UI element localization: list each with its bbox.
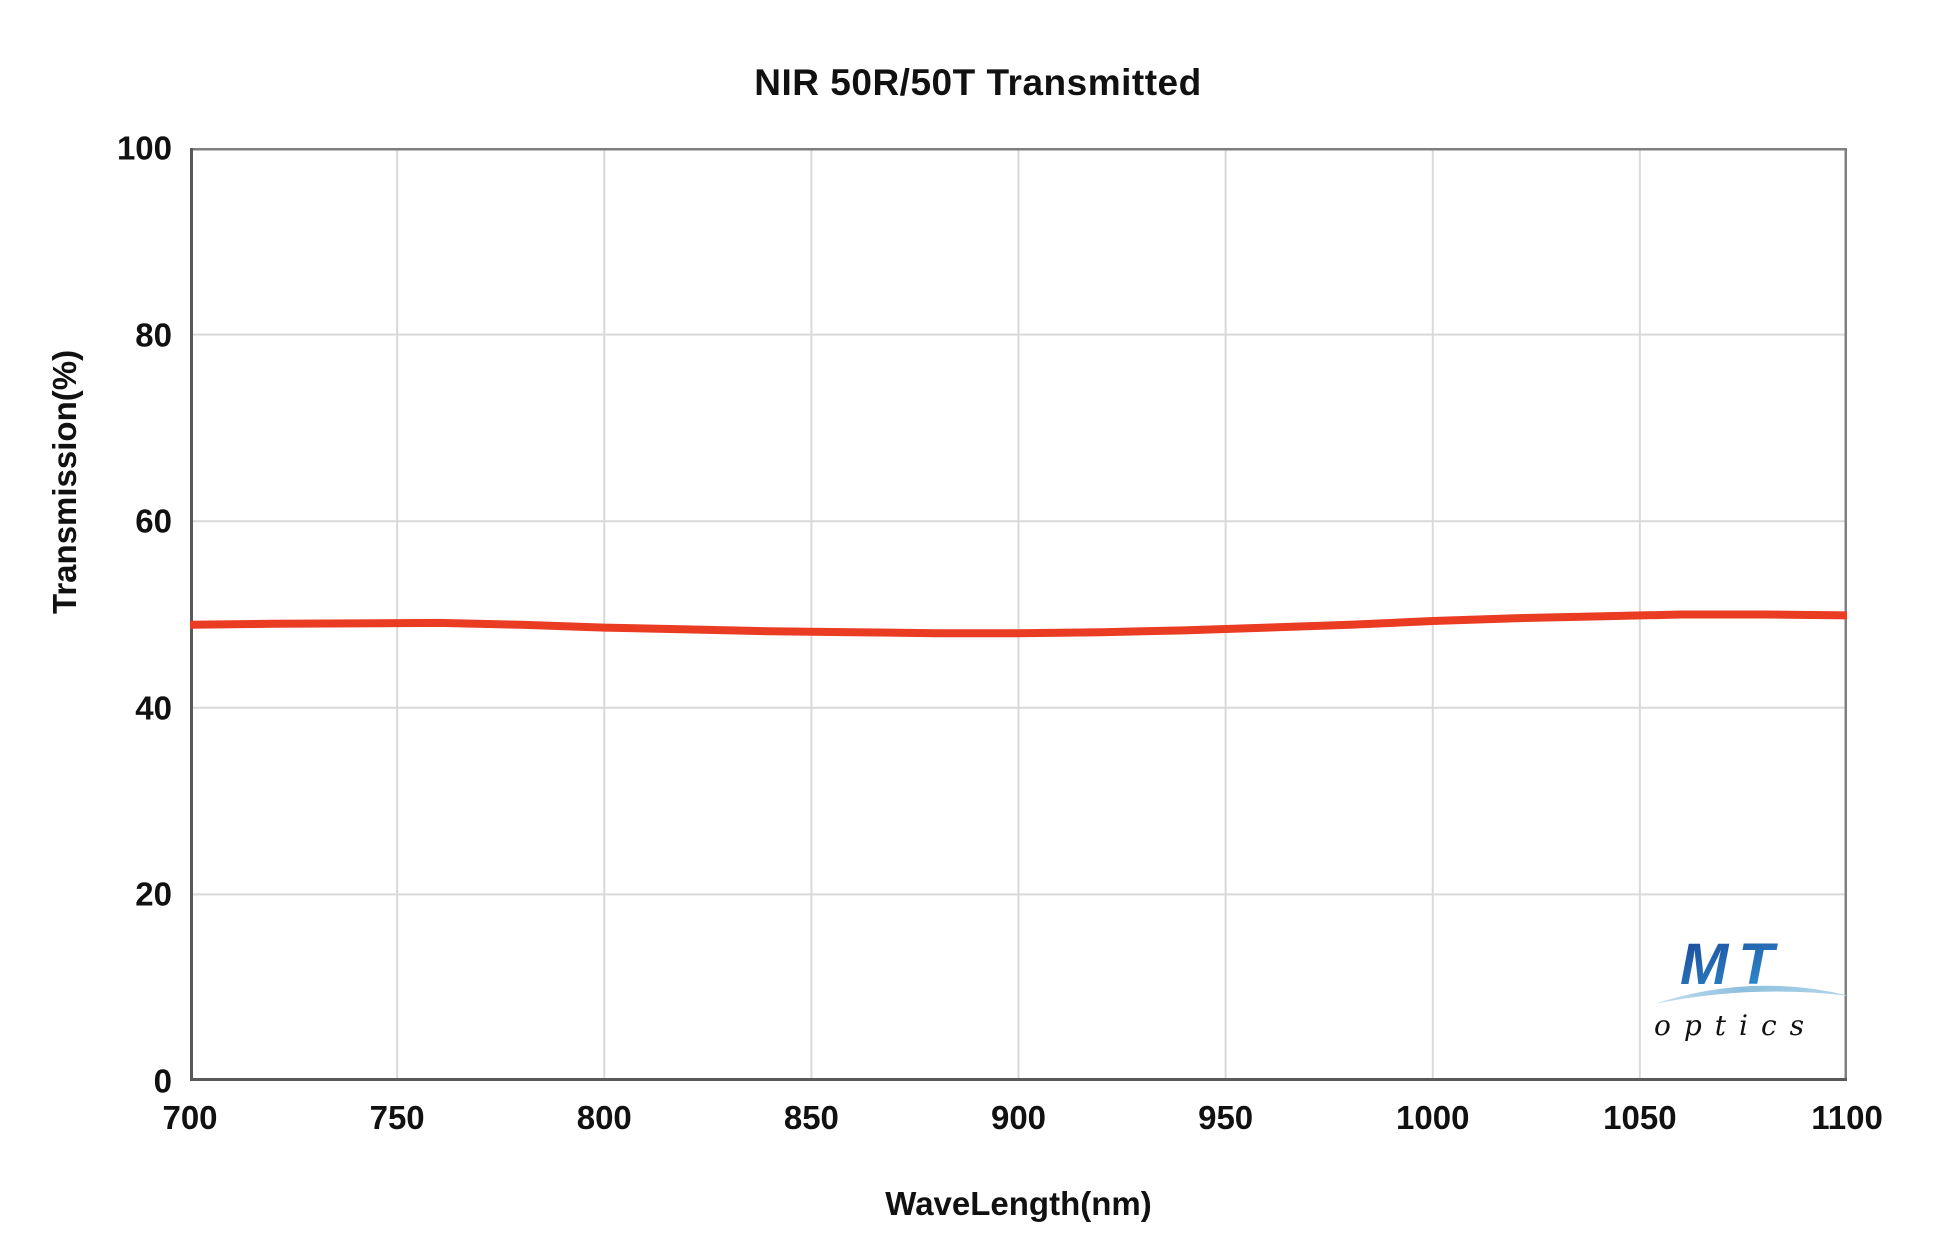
x-axis-ticks: 700 750 800 850 900 950 1000 1050 1100 xyxy=(162,1098,1882,1142)
x-tick-label-1000: 1000 xyxy=(1396,1099,1470,1136)
x-tick-label-1100: 1100 xyxy=(1811,1099,1883,1136)
series-transmitted-line xyxy=(190,610,1847,638)
x-tick-label-850: 850 xyxy=(783,1099,839,1136)
x-tick-label-750: 750 xyxy=(369,1099,425,1136)
x-tick-label-800: 800 xyxy=(576,1099,632,1136)
plot-area xyxy=(190,148,1847,1081)
x-tick-label-1050: 1050 xyxy=(1603,1099,1677,1136)
x-tick-label-700: 700 xyxy=(162,1099,218,1136)
x-axis-label: WaveLength(nm) xyxy=(885,1185,1152,1222)
logo-optics-text: optics xyxy=(1654,1009,1817,1042)
y-tick-label-20: 20 xyxy=(135,875,172,913)
x-tick-label-950: 950 xyxy=(1198,1099,1254,1136)
chart-title: NIR 50R/50T Transmitted xyxy=(754,62,1202,103)
gridlines xyxy=(190,148,1847,1081)
y-tick-label-80: 80 xyxy=(135,316,172,354)
y-axis-ticks: 0 20 40 60 80 100 xyxy=(0,132,172,1098)
mt-optics-logo-graphic: MT optics xyxy=(1654,932,1850,1042)
y-tick-label-40: 40 xyxy=(135,689,172,727)
y-tick-label-60: 60 xyxy=(135,502,172,540)
y-tick-label-100: 100 xyxy=(116,129,172,167)
mt-optics-logo: MT optics xyxy=(1652,922,1852,1047)
logo-swoosh-icon xyxy=(1654,985,1850,1004)
x-tick-label-900: 900 xyxy=(990,1099,1047,1136)
y-tick-label-0: 0 xyxy=(153,1062,172,1100)
